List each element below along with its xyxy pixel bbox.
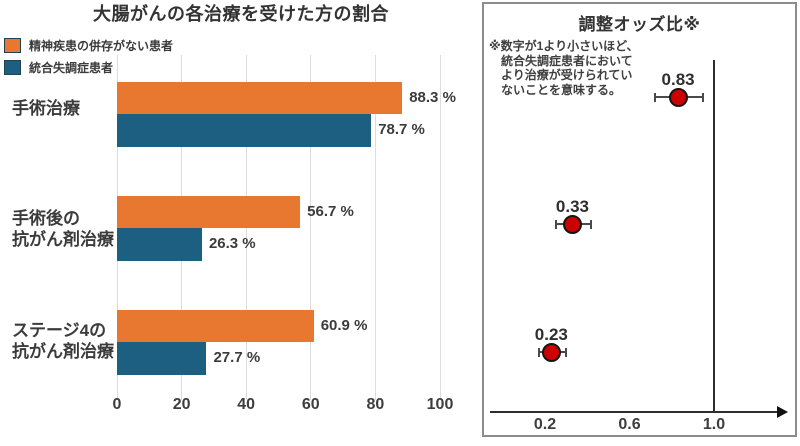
gridline	[439, 55, 441, 400]
x-axis-tick-label: 80	[366, 396, 385, 413]
bar-value-label: 88.3 %	[409, 89, 456, 106]
odds-note-line: ないことを意味する。	[501, 82, 622, 97]
gridline	[374, 55, 376, 400]
gridline	[310, 55, 312, 400]
odds-ratio-value-label: 0.83	[661, 70, 695, 89]
odds-note-line: ※数字が1より小さいほど、	[489, 39, 639, 53]
legend-swatch	[4, 37, 21, 53]
axis-arrow-icon	[777, 406, 788, 418]
x-axis-tick-label: 40	[237, 396, 256, 413]
odds-note-line: 統合失調症患者において	[501, 53, 633, 68]
bar-schizophrenia	[117, 342, 207, 375]
odds-ratio-title: 調整オッズ比※	[578, 15, 701, 34]
bar-no-mental-illness	[117, 196, 301, 228]
bar-no-mental-illness	[117, 82, 403, 114]
x-axis-tick-label: 100	[426, 396, 454, 413]
legend-item: 統合失調症患者	[4, 58, 173, 76]
bar-value-label: 27.7 %	[213, 349, 261, 366]
bar-value-label: 26.3 %	[208, 235, 256, 252]
odds-ratio-note: ※数字が1より小さいほど、 統合失調症患者において より治療が受けられてい ないことを…	[489, 39, 639, 97]
bar-chart-title: 大腸がんの各治療を受けた方の割合	[93, 4, 389, 24]
ci-cap-right	[565, 347, 568, 357]
bar-schizophrenia	[117, 114, 372, 147]
x-axis	[490, 411, 779, 413]
odds-ratio-value-label: 0.23	[534, 325, 568, 344]
category-label: 手術後の 抗がん剤治療	[12, 209, 114, 249]
x-axis-tick-label: 20	[172, 396, 191, 413]
ci-cap-left	[537, 347, 540, 357]
legend-label: 統合失調症患者	[29, 60, 114, 75]
ci-cap-left	[554, 219, 557, 229]
odds-ratio-panel	[482, 2, 797, 437]
legend: 精神疾患の併存がない患者 統合失調症患者	[4, 36, 173, 76]
bar-value-label: 78.7 %	[378, 121, 425, 138]
odds-ratio-point	[668, 87, 688, 107]
bar-schizophrenia	[117, 228, 202, 261]
legend-item: 精神疾患の併存がない患者	[4, 36, 173, 54]
x-axis-tick-label: 0	[112, 396, 122, 413]
legend-label: 精神疾患の併存がない患者	[29, 38, 174, 53]
bar-value-label: 60.9 %	[320, 317, 368, 334]
legend-swatch	[4, 59, 21, 75]
category-label: ステージ4の 抗がん剤治療	[12, 321, 114, 361]
ci-cap-left	[653, 92, 656, 102]
odds-axis-tick-label: 0.6	[618, 416, 641, 433]
bar-value-label: 56.7 %	[307, 203, 354, 220]
odds-note-line: より治療が受けられてい	[501, 68, 633, 82]
odds-axis-tick-label: 1.0	[702, 416, 726, 433]
ci-cap-right	[702, 92, 705, 102]
bar-no-mental-illness	[117, 310, 314, 342]
odds-ratio-point	[562, 214, 582, 234]
odds-ratio-value-label: 0.33	[555, 197, 589, 216]
odds-axis-tick-label: 0.2	[533, 416, 557, 433]
odds-ratio-point	[541, 342, 561, 362]
category-label: 手術治療	[12, 98, 80, 118]
ci-cap-right	[590, 219, 593, 229]
x-axis-tick-label: 60	[301, 396, 320, 413]
reference-line	[713, 60, 715, 412]
